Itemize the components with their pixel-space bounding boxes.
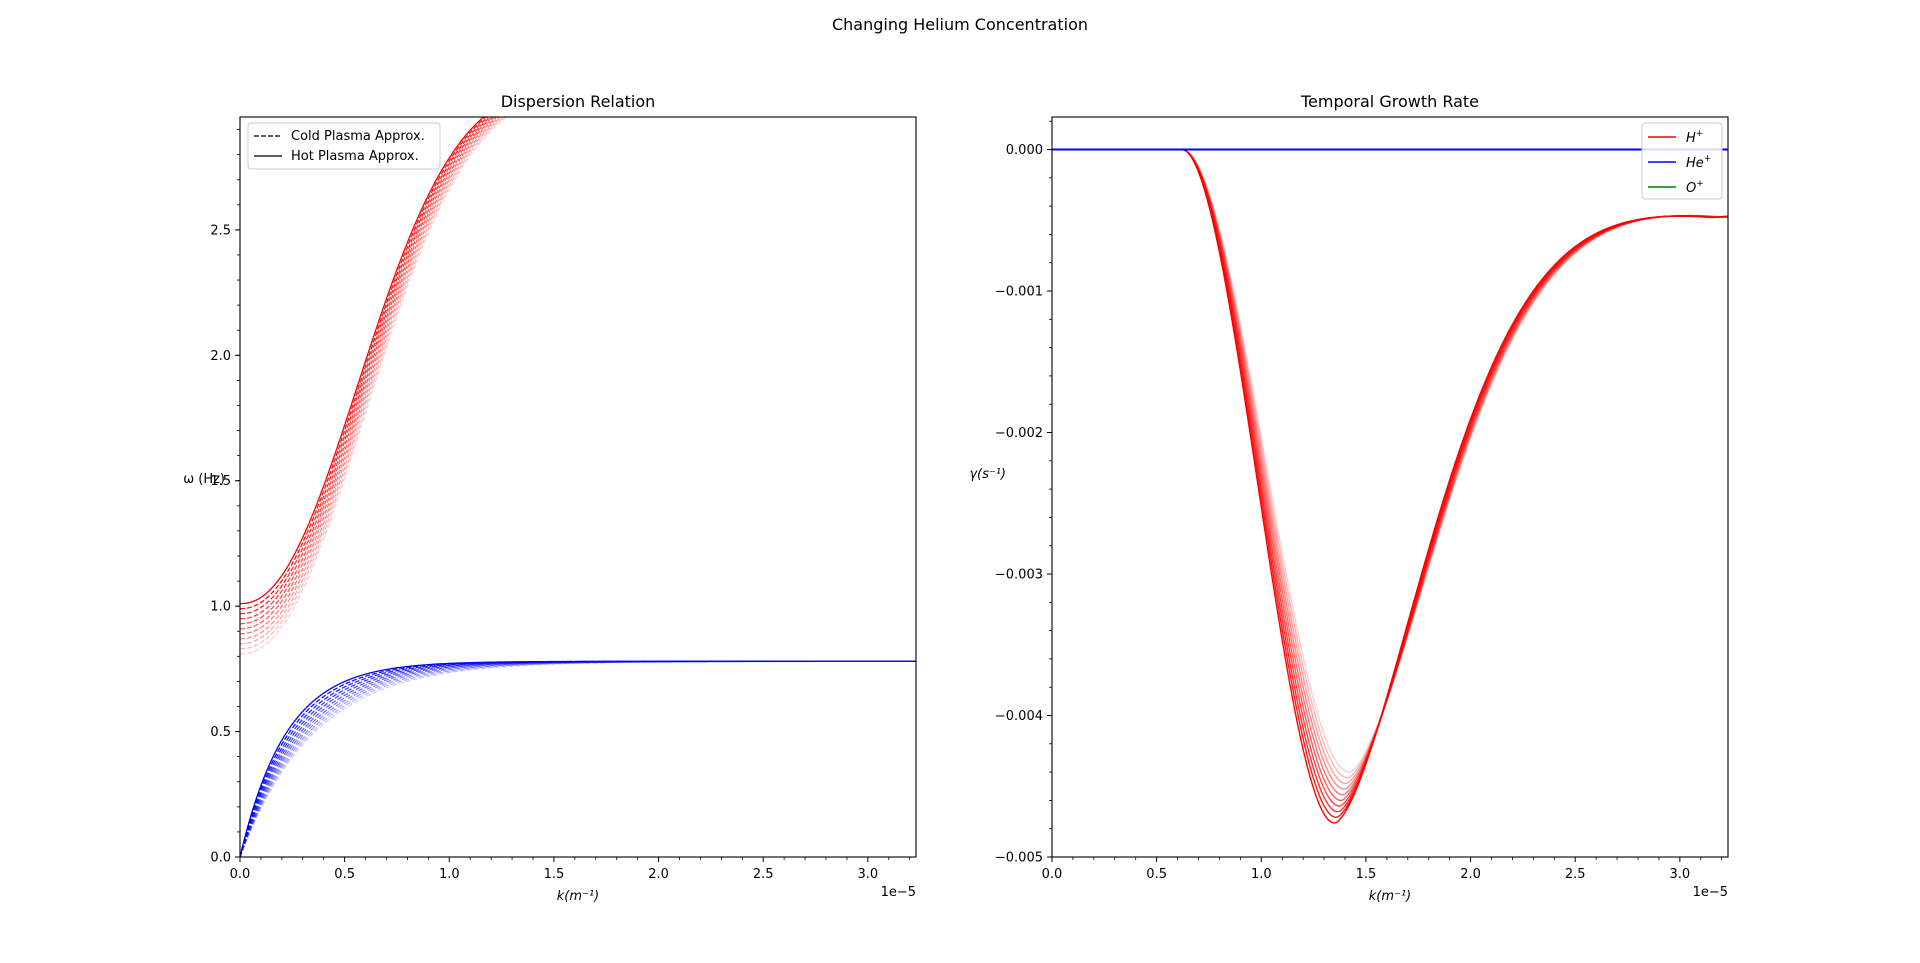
legend-box <box>1641 122 1723 200</box>
he-branch-curve <box>240 660 916 857</box>
legend-label-o-sup: + <box>1696 179 1704 189</box>
legend-label-he-base: He <box>1686 156 1704 171</box>
h-branch-curve <box>240 117 489 615</box>
legend-label-h: H+ <box>1686 129 1703 146</box>
h-growth-curve <box>1052 148 1728 813</box>
legend-label-cold: Cold Plasma Approx. <box>291 129 425 144</box>
he-branch-curve <box>240 660 916 857</box>
y-tick-label: 2.5 <box>210 223 231 238</box>
he-branch-curve <box>240 660 916 857</box>
h-branch-curve <box>240 117 494 625</box>
h-branch-curve <box>240 117 501 640</box>
temporal-growth-rate-panel: 0.0 0.5 1.0 1.5 2.0 2.5 3.0 0.000 −0.001 −0.002 −0… <box>969 92 1729 904</box>
h-branch-curve <box>240 117 485 605</box>
x-tick-label: 1.0 <box>1251 867 1272 882</box>
legend-label-he-sup: + <box>1704 154 1712 164</box>
x-tick-label: 2.5 <box>753 867 774 882</box>
x-offset-label: 1e−5 <box>881 885 916 900</box>
x-tick-label: 3.0 <box>858 867 879 882</box>
legend-label-h-sup: + <box>1696 129 1704 139</box>
legend: H+ He+ O+ <box>1641 122 1723 200</box>
y-tick-label: −0.005 <box>995 851 1043 866</box>
figure-suptitle: Changing Helium Concentration <box>832 15 1088 34</box>
h-branch-curve <box>240 117 496 630</box>
y-tick-label: 0.0 <box>210 851 231 866</box>
axis-ticks: 0.0 0.5 1.0 1.5 2.0 2.5 3.0 0.000 −0.001 −0.002 −0… <box>995 120 1723 882</box>
x-tick-label: 0.0 <box>1042 867 1063 882</box>
x-tick-label: 2.0 <box>648 867 669 882</box>
y-axis-label: γ(s⁻¹) <box>969 467 1006 482</box>
dispersion-relation-panel: 0.0 0.5 1.0 1.5 2.0 2.5 3.00.00.51.01.52.02.5 … <box>183 92 917 904</box>
x-tick-label: 0.5 <box>334 867 355 882</box>
h-growth-curve <box>1052 148 1728 807</box>
panel-title: Dispersion Relation <box>501 92 656 111</box>
x-tick-label: 2.0 <box>1460 867 1481 882</box>
y-axis-label: ω (Hz) <box>183 472 225 487</box>
legend: Cold Plasma Approx. Hot Plasma Approx. <box>247 122 441 170</box>
x-offset-label: 1e−5 <box>1693 885 1728 900</box>
he-branch-curve <box>240 660 916 857</box>
y-tick-label: 1.0 <box>210 600 231 615</box>
legend-label-he: He+ <box>1686 154 1711 171</box>
h-branch-curve <box>240 117 503 645</box>
he-branch-curve <box>240 660 916 857</box>
x-tick-label: 3.0 <box>1670 867 1691 882</box>
panel-title: Temporal Growth Rate <box>1300 92 1479 111</box>
x-tick-label: 0.5 <box>1146 867 1167 882</box>
he-branch-curve <box>240 660 916 857</box>
axis-ticks: 0.0 0.5 1.0 1.5 2.0 2.5 3.0 0.0 0.5 1.0 1.5 2.0 2.5 <box>210 129 911 882</box>
y-tick-label: −0.003 <box>995 568 1043 583</box>
x-tick-label: 1.0 <box>439 867 460 882</box>
dispersion-curves <box>240 117 916 857</box>
y-tick-label: −0.001 <box>995 285 1043 300</box>
h-growth-curve <box>1052 148 1728 796</box>
plot-frame <box>1051 116 1729 858</box>
he-branch-curve <box>240 660 916 857</box>
x-tick-label: 0.0 <box>230 867 251 882</box>
legend-label-h-base: H <box>1686 131 1696 146</box>
y-tick-label: 1.5 <box>210 474 231 489</box>
plot-frame <box>239 116 917 858</box>
legend-label-hot: Hot Plasma Approx. <box>291 149 419 164</box>
he-branch-curve <box>240 660 916 857</box>
h-branch-curve <box>240 117 508 655</box>
h-growth-curve <box>1052 148 1728 773</box>
he-branch-curve <box>240 660 916 857</box>
h-branch-curve <box>240 117 487 610</box>
h-branch-curve <box>240 117 499 635</box>
x-axis-label: k(m⁻¹) <box>1369 889 1411 904</box>
x-tick-label: 2.5 <box>1565 867 1586 882</box>
legend-label-o: O+ <box>1686 179 1704 196</box>
h-growth-curve <box>1052 148 1728 824</box>
h-growth-curve <box>1052 148 1728 819</box>
legend-label-o-base: O <box>1686 181 1696 196</box>
y-tick-label: 2.0 <box>210 349 231 364</box>
x-tick-label: 1.5 <box>1356 867 1377 882</box>
h-growth-curve <box>1052 148 1728 802</box>
h-branch-curve <box>240 117 492 620</box>
he-branch-curve <box>240 660 916 857</box>
x-axis-label: k(m⁻¹) <box>557 889 599 904</box>
legend-box <box>247 122 441 170</box>
h-branch-curve <box>240 117 505 650</box>
y-tick-label: −0.002 <box>995 426 1043 441</box>
y-tick-label: −0.004 <box>995 709 1043 724</box>
he-branch-curve <box>240 660 916 857</box>
y-tick-label: 0.000 <box>1006 143 1043 158</box>
x-tick-label: 1.5 <box>544 867 565 882</box>
h-growth-curve <box>1052 148 1728 779</box>
y-tick-label: 0.5 <box>210 725 231 740</box>
growth-rate-curves <box>1052 148 1728 824</box>
